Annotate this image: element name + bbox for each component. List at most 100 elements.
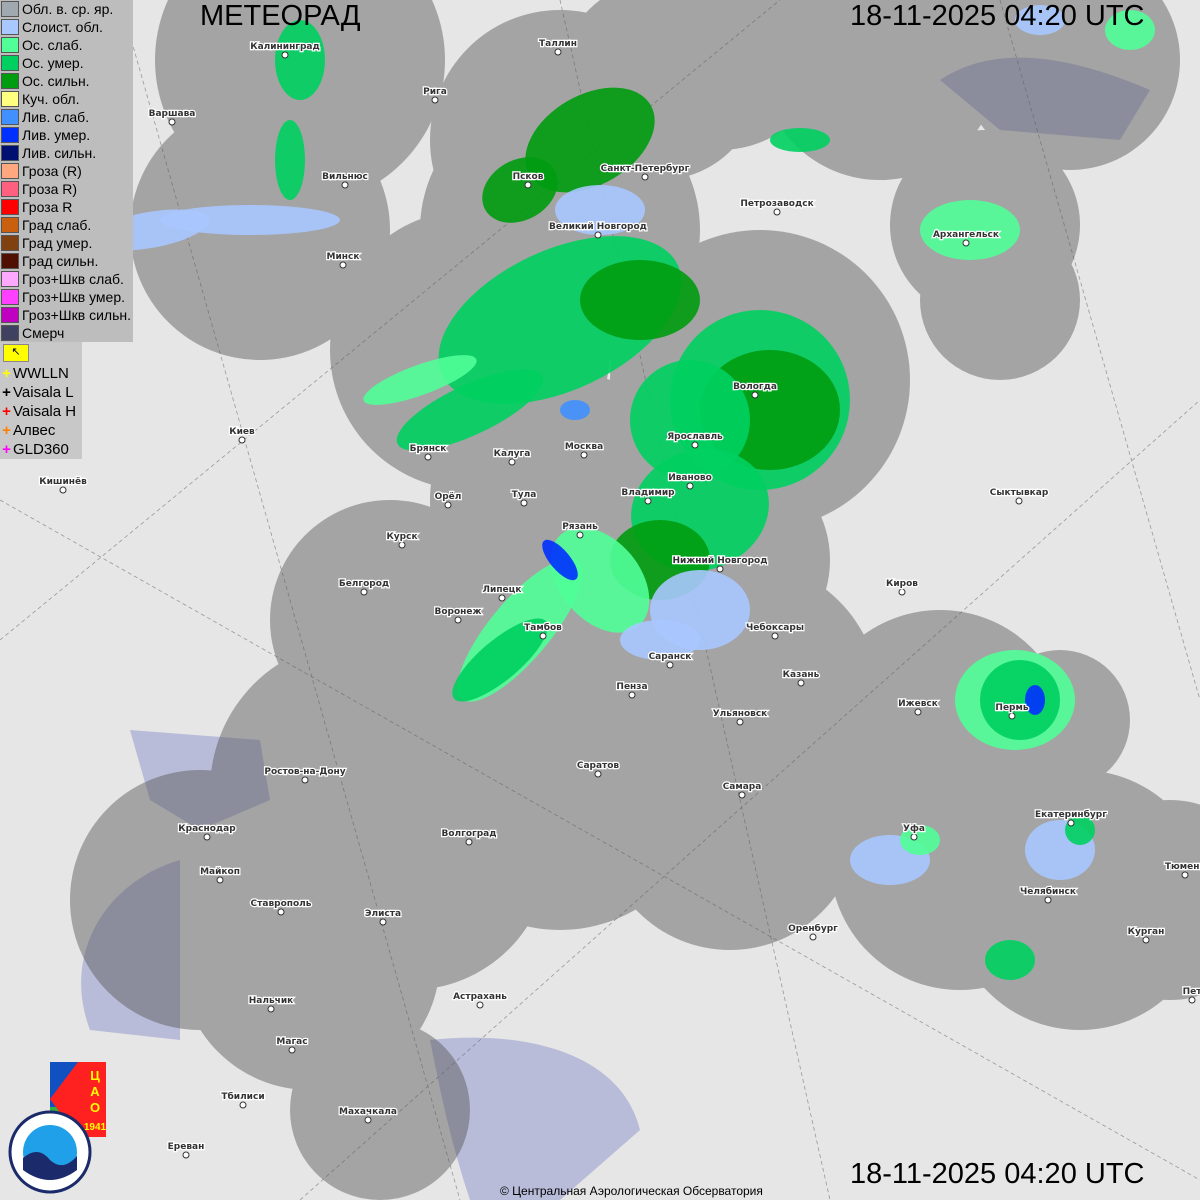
- radar-coverage-circle: [180, 830, 440, 1090]
- city-marker: Минск: [325, 251, 361, 269]
- lightning-legend-label: WWLLN: [13, 365, 69, 382]
- city-label: Псков: [513, 172, 544, 182]
- city-marker: Нальчик: [248, 995, 294, 1013]
- legend-swatch: [1, 19, 19, 35]
- precipitation-echo: [985, 940, 1035, 980]
- legend-swatch: [1, 163, 19, 179]
- legend-label: Ос. умер.: [22, 55, 84, 71]
- legend-label: Лив. слаб.: [22, 109, 90, 125]
- city-marker: Пет: [1181, 986, 1200, 1004]
- city-dot-icon: [594, 770, 602, 778]
- city-label: Рига: [423, 87, 447, 97]
- lightning-legend-label: Vaisala L: [13, 384, 74, 401]
- city-marker: Калуга: [492, 448, 532, 466]
- city-marker: Казань: [781, 669, 821, 687]
- radar-coverage-circle: [155, 0, 445, 205]
- legend-swatch: [1, 325, 19, 341]
- city-marker: Самара: [721, 781, 763, 799]
- city-label: Липецк: [483, 585, 522, 595]
- city-label: Ярославль: [667, 432, 723, 442]
- city-marker: Пермь: [994, 702, 1030, 720]
- precipitation-echo: [920, 200, 1020, 260]
- legend-item: Слоист. обл.: [0, 18, 133, 36]
- city-dot-icon: [238, 436, 246, 444]
- city-dot-icon: [1181, 871, 1189, 879]
- city-dot-icon: [1188, 996, 1196, 1004]
- legend-item: Смерч: [0, 324, 133, 342]
- city-dot-icon: [454, 616, 462, 624]
- city-dot-icon: [182, 1151, 190, 1159]
- city-dot-icon: [580, 451, 588, 459]
- city-dot-icon: [539, 632, 547, 640]
- city-dot-icon: [910, 833, 918, 841]
- city-dot-icon: [476, 1001, 484, 1009]
- city-label: Калуга: [494, 449, 531, 459]
- city-marker: Астрахань: [452, 991, 508, 1009]
- lightning-cross-icon: +: [2, 441, 11, 458]
- city-dot-icon: [641, 173, 649, 181]
- city-dot-icon: [216, 876, 224, 884]
- legend-item: Град умер.: [0, 234, 133, 252]
- city-marker: Ижевск: [897, 698, 939, 716]
- city-marker: Вильнюс: [321, 171, 369, 189]
- precipitation-legend: Обл. в. ср. яр. Слоист. обл. Ос. слаб. Ос. …: [0, 0, 133, 342]
- city-dot-icon: [751, 391, 759, 399]
- city-marker: Курск: [385, 531, 419, 549]
- city-dot-icon: [424, 453, 432, 461]
- precipitation-echo: [363, 355, 477, 405]
- city-label: Оренбург: [788, 923, 838, 934]
- radar-coverage-circle: [600, 690, 860, 950]
- city-dot-icon: [773, 208, 781, 216]
- city-dot-icon: [59, 486, 67, 494]
- city-dot-icon: [628, 691, 636, 699]
- radar-coverage-circle: [830, 730, 1090, 990]
- city-dot-icon: [554, 48, 562, 56]
- city-marker: Петрозаводск: [739, 198, 815, 216]
- city-marker: Волгоград: [440, 828, 498, 846]
- city-dot-icon: [339, 261, 347, 269]
- city-dot-icon: [364, 1116, 372, 1124]
- radar-coverage-circle: [920, 220, 1080, 380]
- radar-coverage-circle: [410, 630, 710, 930]
- city-label: Чебоксары: [746, 622, 804, 633]
- city-marker: Чебоксары: [745, 621, 805, 640]
- city-label: Волгоград: [441, 829, 496, 839]
- legend-item: Ос. умер.: [0, 54, 133, 72]
- city-dot-icon: [520, 499, 528, 507]
- city-label: Пермь: [995, 703, 1028, 713]
- legend-item: Лив. умер.: [0, 126, 133, 144]
- legend-item: Ос. слаб.: [0, 36, 133, 54]
- city-dot-icon: [716, 565, 724, 573]
- city-marker: Рига: [422, 86, 448, 104]
- legend-swatch: [1, 307, 19, 323]
- city-dot-icon: [797, 679, 805, 687]
- city-dot-icon: [594, 231, 602, 239]
- lightning-legend-item: + Vaisala L: [0, 383, 82, 402]
- city-dot-icon: [301, 776, 309, 784]
- legend-swatch: [1, 73, 19, 89]
- legend-item: Гроза R): [0, 180, 133, 198]
- city-dot-icon: [267, 1005, 275, 1013]
- legend-item: Лив. сильн.: [0, 144, 133, 162]
- timestamp-top: 18-11-2025 04:20 UTC: [850, 0, 1145, 32]
- city-dot-icon: [239, 1101, 247, 1109]
- legend-label: Гроза R): [22, 181, 78, 197]
- city-marker: Нижний Новгород: [671, 555, 769, 573]
- lightning-toggle-button[interactable]: ↖: [3, 344, 29, 362]
- city-marker: Элиста: [364, 908, 402, 926]
- precipitation-echo: [550, 527, 650, 633]
- radar-coverage-circle: [290, 1020, 470, 1200]
- legend-swatch: [1, 55, 19, 71]
- city-label: Саранск: [649, 652, 692, 662]
- city-label: Воронеж: [435, 607, 482, 617]
- lightning-legend-label: Vaisala H: [13, 403, 77, 420]
- city-dot-icon: [431, 96, 439, 104]
- svg-text:Ц: Ц: [90, 1068, 100, 1083]
- legend-item: Град сильн.: [0, 252, 133, 270]
- legend-label: Гроза (R): [22, 163, 82, 179]
- city-marker: Ростов-на-Дону: [263, 766, 347, 784]
- city-label: Тула: [512, 490, 537, 500]
- legend-swatch: [1, 181, 19, 197]
- legend-label: Гроз+Шкв сильн.: [22, 307, 131, 323]
